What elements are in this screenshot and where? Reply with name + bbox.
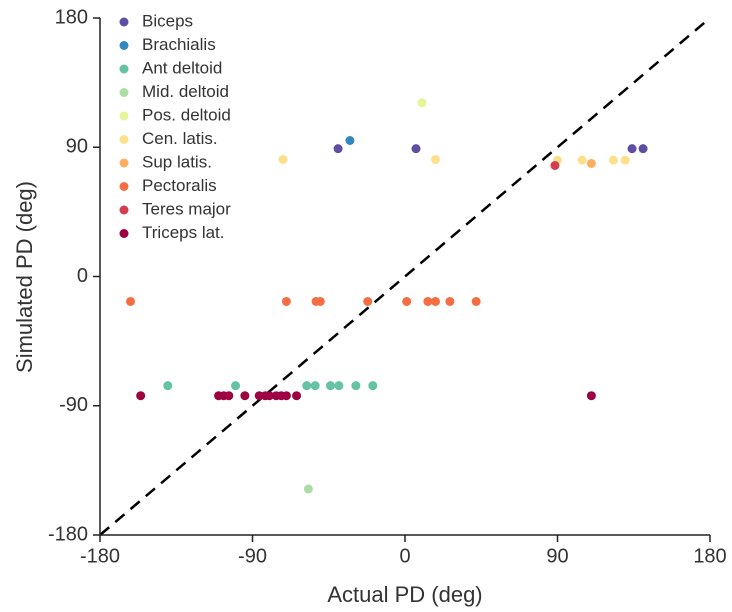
x-tick-label: 90 xyxy=(546,545,568,567)
point xyxy=(620,155,630,165)
legend-label: Pos. deltoid xyxy=(142,105,231,124)
point xyxy=(126,296,135,306)
point xyxy=(586,391,596,401)
y-tick-label: -180 xyxy=(48,523,88,545)
point xyxy=(302,381,312,391)
x-tick-label: 180 xyxy=(693,545,726,567)
legend-label: Teres major xyxy=(142,199,231,218)
identity-line xyxy=(99,17,711,536)
point xyxy=(163,381,173,391)
legend-marker xyxy=(119,135,129,144)
legend-marker xyxy=(119,229,129,238)
x-axis-label: Actual PD (deg) xyxy=(327,582,482,607)
point xyxy=(471,296,481,306)
legend-marker xyxy=(119,17,129,27)
point xyxy=(608,155,618,165)
legend-label: Brachialis xyxy=(142,35,216,54)
legend-label: Mid. deltoid xyxy=(142,82,229,101)
point xyxy=(351,381,361,391)
point xyxy=(325,381,335,391)
legend-label: Biceps xyxy=(142,11,193,30)
point xyxy=(264,391,274,401)
point xyxy=(638,144,648,154)
point xyxy=(292,391,302,401)
y-tick-label: -90 xyxy=(59,394,88,416)
point xyxy=(431,296,440,306)
legend-marker xyxy=(119,158,129,168)
legend-label: Triceps lat. xyxy=(142,223,225,242)
legend-label: Ant deltoid xyxy=(142,58,222,77)
x-tick-label: -180 xyxy=(80,545,120,567)
point xyxy=(136,391,146,401)
point xyxy=(423,296,433,306)
point xyxy=(577,155,587,165)
point xyxy=(231,381,241,391)
legend-marker xyxy=(119,182,129,191)
point xyxy=(586,158,596,168)
point xyxy=(417,98,427,108)
x-tick-label: 0 xyxy=(399,545,410,567)
y-tick-label: 0 xyxy=(77,265,88,287)
legend-label: Cen. latis. xyxy=(142,129,218,148)
point xyxy=(334,381,344,391)
legend-label: Sup latis. xyxy=(142,152,212,171)
legend-marker xyxy=(119,41,129,50)
x-tick-label: -90 xyxy=(238,545,267,567)
point xyxy=(363,296,373,306)
point xyxy=(550,160,560,170)
point xyxy=(431,154,440,164)
point xyxy=(411,144,421,154)
point xyxy=(240,391,250,401)
legend-marker xyxy=(119,88,129,97)
legend-marker xyxy=(119,205,129,215)
point xyxy=(402,296,412,306)
point xyxy=(345,136,355,146)
y-axis-label: Simulated PD (deg) xyxy=(12,181,37,373)
point xyxy=(333,144,343,154)
point xyxy=(278,154,288,164)
legend-label: Pectoralis xyxy=(142,176,217,195)
point xyxy=(303,484,313,494)
point xyxy=(627,144,637,154)
point xyxy=(224,391,234,401)
legend-marker xyxy=(119,111,129,121)
point xyxy=(445,296,455,306)
point xyxy=(315,296,325,306)
legend-marker xyxy=(119,64,129,74)
y-tick-label: 90 xyxy=(66,136,88,158)
y-tick-label: 180 xyxy=(55,6,88,28)
point xyxy=(281,391,291,401)
point xyxy=(368,381,378,391)
point xyxy=(310,381,320,391)
point xyxy=(281,296,291,306)
